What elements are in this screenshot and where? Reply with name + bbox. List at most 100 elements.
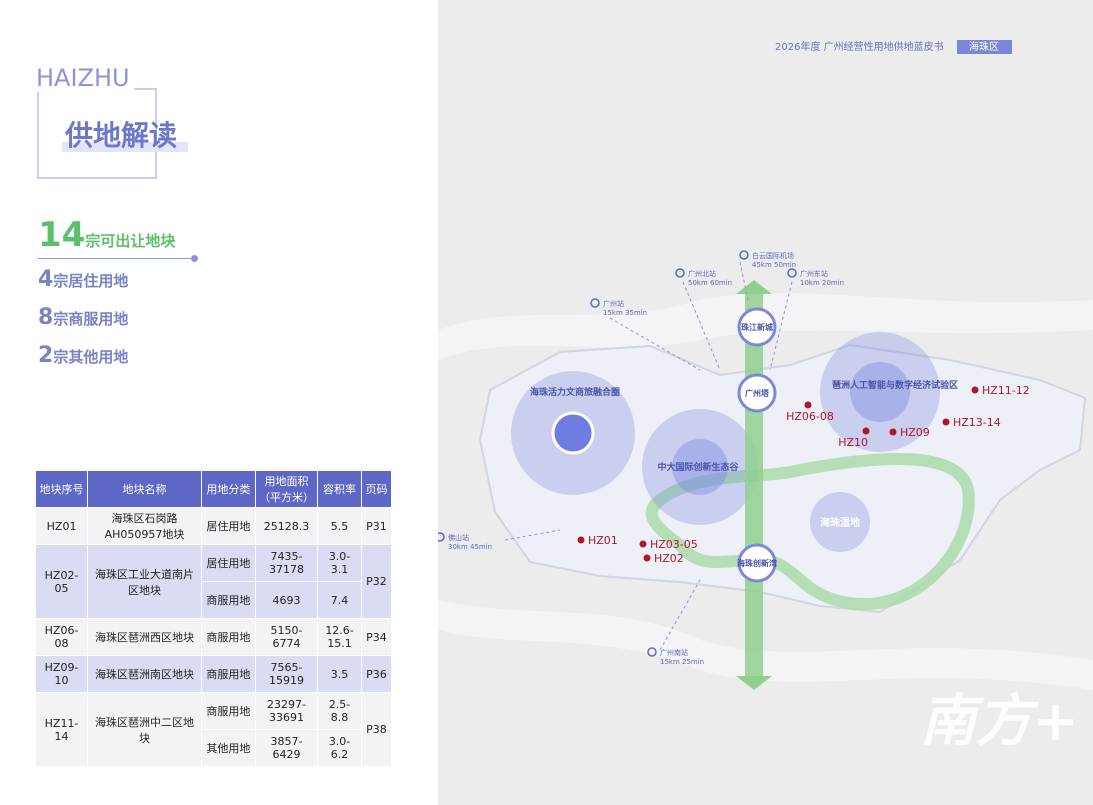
plot-name: 海珠区琶洲南区地块: [87, 655, 202, 693]
header-cell: 用地面积（平方米）: [254, 470, 319, 508]
axis-node-label: 海珠创新湾: [737, 558, 777, 568]
land-area: 7565-15919: [254, 655, 319, 693]
plot-ratio: 2.5-8.8: [317, 692, 362, 730]
plot-marker: [643, 554, 651, 562]
plot-name: 海珠区琶洲中二区地块: [87, 692, 202, 767]
plot-name: 海珠区琶洲西区地块: [87, 618, 202, 656]
land-use: 商服用地: [200, 692, 256, 730]
station-name: 广州北站: [688, 269, 716, 278]
axis-node-label: 广州塔: [745, 388, 770, 398]
header-cell: 地块名称: [87, 470, 202, 508]
plot-id: HZ11-14: [34, 692, 89, 767]
land-table: 地块序号 地块名称 用地分类 用地面积（平方米） 容积率 页码 HZ01 海珠区石岗路AH05…: [34, 470, 393, 767]
plot-id: HZ06-08: [34, 618, 89, 656]
table-row: 其他用地 3857-6429 3.0-6.2: [36, 729, 392, 767]
plot-ratio: 3.0-3.1: [317, 544, 362, 582]
station-info: 50km 60min: [688, 279, 732, 287]
plot-marker: [889, 428, 897, 436]
stat-rule-dot: [191, 255, 198, 262]
land-area: 23297-33691: [254, 692, 319, 730]
header-cell: 用地分类: [200, 470, 256, 508]
page-ref: P31: [360, 507, 393, 545]
station-name: 佛山站: [448, 533, 469, 542]
plot-label: HZ13-14: [953, 416, 1001, 429]
page-ref: P36: [360, 655, 393, 693]
plot-ratio: 3.5: [317, 655, 362, 693]
land-area: 25128.3: [254, 507, 319, 545]
stat: 4宗居住用地: [38, 267, 128, 292]
land-use: 商服用地: [200, 581, 256, 619]
header-cell: 页码: [360, 470, 393, 508]
stat-count: 2: [38, 343, 54, 368]
land-use: 商服用地: [200, 655, 256, 693]
land-area: 7435-37178: [254, 544, 319, 582]
axis-nodes: [737, 307, 777, 583]
table-row: 商服用地 4693 7.4: [36, 581, 392, 619]
book-title: 2026年度 广州经营性用地供地蓝皮书: [775, 40, 944, 53]
station-info: 15km 35min: [603, 309, 647, 317]
station-icon: [739, 250, 749, 260]
zone-halo: [810, 492, 870, 552]
station-name: 广州站: [603, 299, 624, 308]
table-row: HZ09-10 海珠区琶洲南区地块 商服用地 7565-15919 3.5 P36: [34, 655, 393, 693]
land-use: 居住用地: [200, 544, 256, 582]
zone-label: 海珠活力文商旅融合圈: [530, 386, 620, 398]
stat-label: 宗商服用地: [53, 310, 129, 328]
plot-marker: [971, 386, 979, 394]
page-ref: P32: [360, 544, 393, 619]
title-shade: [62, 142, 188, 152]
land-use: 居住用地: [200, 507, 256, 545]
page-ref: P38: [360, 692, 393, 767]
stat: 8宗商服用地: [38, 305, 128, 330]
zone-label: 海珠湿地: [820, 516, 860, 529]
plot-marker: [942, 418, 950, 426]
zone-halo: [642, 409, 758, 525]
plot-ratio: 12.6-15.1: [317, 618, 362, 656]
station-icon: [438, 532, 445, 542]
stat-label: 宗居住用地: [53, 272, 129, 290]
district-badge-text: 海珠区: [969, 40, 999, 53]
zone-core: [672, 439, 728, 495]
page-ref: P34: [360, 618, 393, 656]
stat-rule: [38, 258, 194, 259]
stat-count: 4: [38, 267, 54, 292]
station-name: 白云国际机场: [752, 251, 794, 260]
plot-label: HZ03-05: [650, 538, 698, 551]
plot-ratio: 3.0-6.2: [317, 729, 362, 767]
page-subtitle: 供地解读: [65, 119, 178, 152]
plot-label: HZ06-08: [786, 410, 834, 423]
station-info: 30km 45min: [448, 543, 492, 551]
table-row: HZ11-14 海珠区琶洲中二区地块 商服用地 23297-33691 2.5-8.8 P…: [34, 692, 393, 767]
land-use: 其他用地: [200, 729, 256, 767]
table-row: HZ06-08 海珠区琶洲西区地块 商服用地 5150-6774 12.6-15.1 P3…: [34, 618, 393, 656]
plot-marker: [804, 401, 812, 409]
station-icon: [675, 268, 685, 278]
plot-id: HZ02-05: [34, 544, 89, 619]
table-row: HZ02-05 海珠区工业大道南片区地块 居住用地 7435-37178 3.0-3.1…: [34, 544, 393, 619]
stat: 14宗可出让地块: [38, 215, 175, 255]
plot-label: HZ02: [654, 552, 684, 565]
station-icon: [647, 647, 657, 657]
header-cell: 地块序号: [34, 470, 89, 508]
station-icon: [787, 268, 797, 278]
river: [438, 600, 1093, 690]
zone-label: 中大国际创新生态谷: [657, 461, 739, 473]
watermark: 南方+: [920, 689, 1079, 754]
stat-count: 8: [38, 305, 54, 330]
plot-label: HZ11-12: [982, 384, 1030, 397]
plot-ratio: 5.5: [317, 507, 362, 545]
zone-halo: [820, 332, 940, 452]
district-badge: [957, 40, 1012, 54]
header-row: 地块序号 地块名称 用地分类 用地面积（平方米） 容积率 页码: [34, 470, 393, 508]
plot-label: HZ09: [900, 426, 930, 439]
station-info: 45km 50min: [752, 261, 796, 269]
plot-name: 海珠区工业大道南片区地块: [87, 544, 202, 619]
zone-label: 琶洲人工智能与数字经济试验区: [832, 379, 958, 391]
stat-count: 14: [38, 215, 86, 255]
stat: 2宗其他用地: [38, 343, 128, 368]
links: [504, 261, 793, 651]
station-icon: [590, 298, 600, 308]
district-code: HAIZHU: [36, 64, 134, 92]
